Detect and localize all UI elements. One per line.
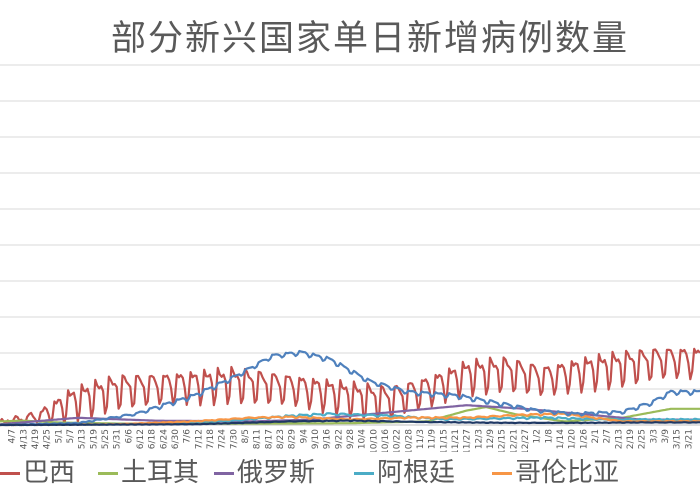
x-tick-label: 2/25 xyxy=(638,429,648,449)
legend-swatch xyxy=(214,471,234,475)
x-tick-label: 7/12 xyxy=(194,429,204,449)
x-tick-label: 3/21 xyxy=(684,429,694,449)
x-tick-label: 5/13 xyxy=(78,429,88,449)
chart-legend: 巴西 土耳其 俄罗斯 阿根廷 哥伦比亚 xyxy=(0,452,700,496)
x-tick-label: 4/7 xyxy=(8,429,18,443)
x-tick-label: 5/19 xyxy=(89,429,99,449)
legend-label: 哥伦比亚 xyxy=(515,458,620,488)
legend-item: 哥伦比亚 xyxy=(492,458,619,488)
line-chart: 4/7 4/13 4/19 4/25 5/1 5/7 5/13 5/19 5/25 5/31 6/6… xyxy=(0,64,700,452)
x-tick-label: 11/3 xyxy=(416,429,426,449)
x-tick-label: 12/3 xyxy=(474,429,484,449)
x-tick-label: 4/25 xyxy=(43,429,53,449)
x-tick-label: 10/10 xyxy=(369,429,379,452)
x-tick-label: 11/9 xyxy=(428,429,438,449)
x-tick-label: 9/10 xyxy=(311,429,321,449)
legend-swatch xyxy=(354,471,374,475)
legend-label: 土耳其 xyxy=(121,458,200,488)
x-tick-label: 2/13 xyxy=(614,429,624,449)
x-tick-label: 3/3 xyxy=(649,429,659,443)
x-tick-label: 1/26 xyxy=(579,429,589,449)
x-tick-label: 6/24 xyxy=(159,429,169,449)
legend-item: 阿根廷 xyxy=(354,458,455,488)
x-tick-label: 10/4 xyxy=(358,429,368,449)
x-tick-label: 1/8 xyxy=(544,429,554,444)
legend-swatch xyxy=(0,471,20,475)
legend-label: 阿根廷 xyxy=(377,458,456,488)
legend-swatch xyxy=(492,471,512,475)
x-tick-label: 5/25 xyxy=(101,429,111,449)
x-tick-label: 8/29 xyxy=(288,429,298,449)
x-tick-label: 9/16 xyxy=(323,429,333,449)
x-tick-label: 12/27 xyxy=(521,429,531,452)
x-tick-label: 1/20 xyxy=(568,429,578,449)
x-tick-label: 11/15 xyxy=(439,429,449,452)
legend-item: 俄罗斯 xyxy=(214,458,315,488)
x-tick-label: 4/19 xyxy=(31,429,41,449)
x-tick-label: 7/24 xyxy=(218,429,228,449)
x-tick-label: 9/22 xyxy=(334,429,344,449)
x-tick-label: 3/9 xyxy=(661,429,671,444)
x-tick-label: 1/2 xyxy=(533,429,543,443)
x-tick-label: 12/21 xyxy=(509,429,519,452)
x-tick-label: 3/15 xyxy=(673,429,683,449)
series-line xyxy=(0,347,700,427)
x-tick-label: 7/6 xyxy=(183,429,193,444)
x-tick-label: 11/21 xyxy=(451,429,461,452)
series-line xyxy=(0,419,700,427)
x-tick-label: 12/15 xyxy=(498,429,508,452)
x-tick-label: 8/23 xyxy=(276,429,286,449)
x-tick-label: 10/22 xyxy=(393,429,403,452)
x-tick-label: 7/30 xyxy=(229,429,239,449)
x-tick-label: 4/13 xyxy=(19,429,29,449)
legend-swatch xyxy=(98,471,118,475)
x-tick-label: 5/31 xyxy=(113,429,123,449)
x-tick-label: 8/17 xyxy=(264,429,274,449)
x-tick-label: 2/19 xyxy=(626,429,636,449)
legend-label: 俄罗斯 xyxy=(237,458,316,488)
x-tick-label: 8/11 xyxy=(253,429,263,449)
x-tick-label: 8/5 xyxy=(241,429,251,443)
x-tick-label: 10/28 xyxy=(404,429,414,452)
legend-item: 土耳其 xyxy=(98,458,199,488)
x-tick-label: 10/16 xyxy=(381,429,391,452)
chart-title: 部分新兴国家单日新增病例数量 xyxy=(110,19,629,59)
x-tick-label: 1/14 xyxy=(556,429,566,449)
x-tick-label: 9/28 xyxy=(346,429,356,449)
legend-item: 巴西 xyxy=(0,458,75,488)
x-tick-label: 5/1 xyxy=(54,429,64,443)
x-tick-label: 6/6 xyxy=(124,429,134,444)
x-tick-label: 6/18 xyxy=(148,429,158,449)
legend-label: 巴西 xyxy=(23,458,76,488)
x-tick-label: 11/27 xyxy=(463,429,473,452)
x-tick-label: 6/12 xyxy=(136,429,146,449)
x-tick-label: 2/1 xyxy=(591,429,601,443)
x-tick-label: 12/9 xyxy=(486,429,496,449)
x-tick-label: 9/4 xyxy=(299,429,309,444)
x-tick-label: 5/7 xyxy=(66,429,76,443)
x-tick-label: 6/30 xyxy=(171,429,181,449)
x-tick-label: 2/7 xyxy=(603,429,613,443)
x-tick-label: 7/18 xyxy=(206,429,216,449)
series-line xyxy=(0,349,700,427)
